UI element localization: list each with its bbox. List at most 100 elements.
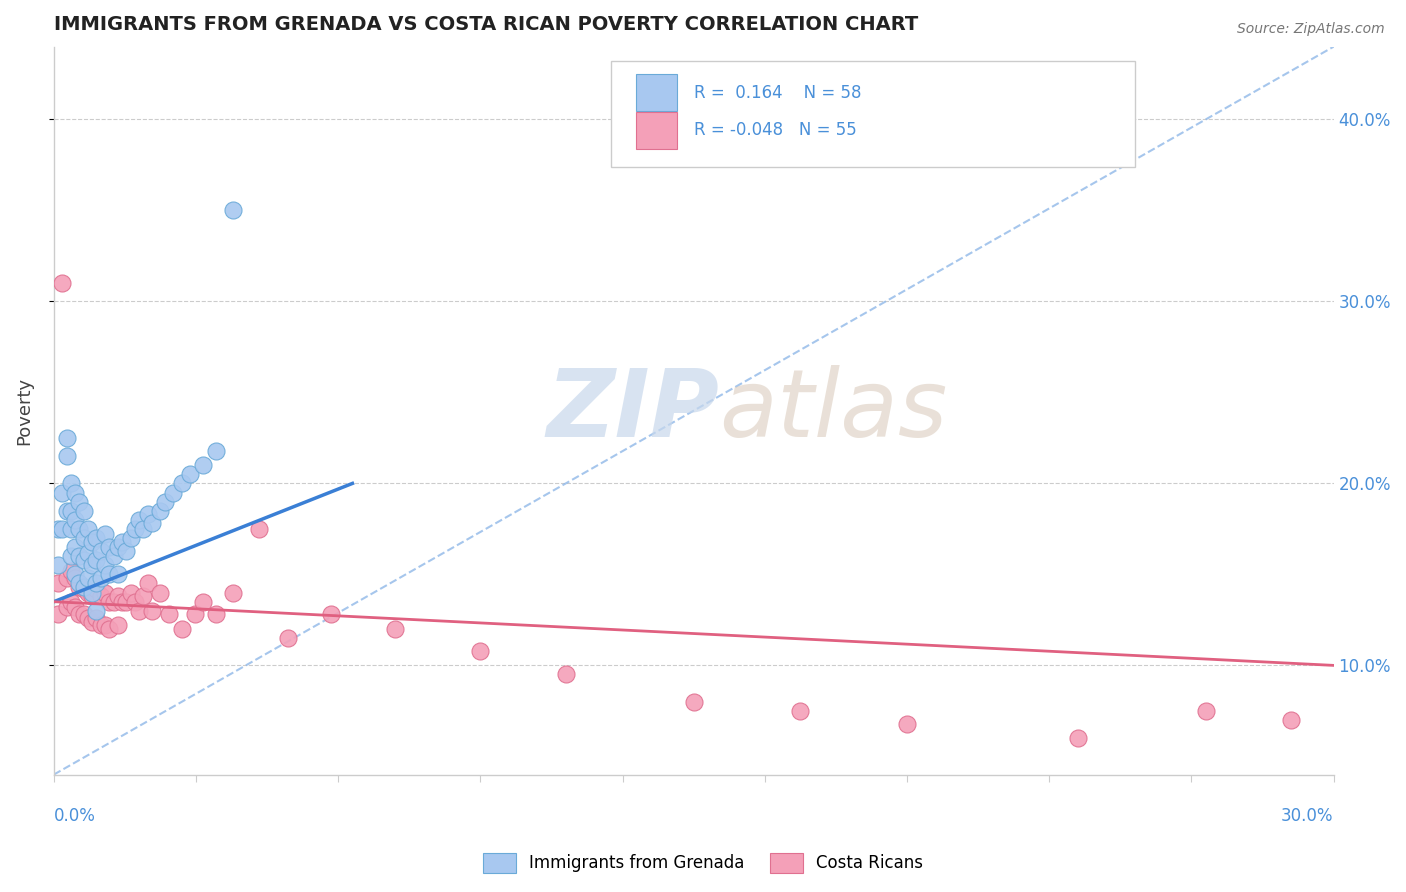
Point	[179, 467, 201, 482]
Point	[55, 504, 77, 518]
Point	[46, 522, 69, 536]
Point	[73, 607, 96, 622]
Point	[59, 595, 82, 609]
Point	[107, 618, 129, 632]
Text: R =  0.164    N = 58: R = 0.164 N = 58	[693, 84, 862, 102]
Text: ZIP: ZIP	[547, 365, 720, 457]
Point	[55, 449, 77, 463]
Point	[682, 695, 704, 709]
Point	[103, 595, 125, 609]
Bar	[636, 112, 678, 149]
Point	[67, 549, 90, 564]
Point	[90, 589, 112, 603]
Point	[247, 522, 270, 536]
Point	[98, 540, 121, 554]
Point	[86, 582, 108, 596]
Point	[94, 527, 117, 541]
Point	[222, 203, 245, 218]
Bar	[636, 74, 678, 111]
Point	[63, 513, 86, 527]
Point	[73, 553, 96, 567]
Point	[90, 571, 112, 585]
Point	[149, 504, 172, 518]
Point	[82, 585, 104, 599]
Point	[59, 504, 82, 518]
Point	[63, 540, 86, 554]
Point	[128, 604, 150, 618]
Point	[470, 644, 492, 658]
Point	[86, 553, 108, 567]
Point	[77, 545, 100, 559]
Point	[1279, 713, 1302, 727]
Point	[73, 531, 96, 545]
Point	[162, 485, 184, 500]
Point	[153, 494, 176, 508]
Point	[63, 571, 86, 585]
Point	[67, 522, 90, 536]
Point	[132, 522, 155, 536]
Text: R = -0.048   N = 55: R = -0.048 N = 55	[693, 121, 856, 139]
Point	[51, 485, 73, 500]
Point	[67, 576, 90, 591]
Point	[67, 494, 90, 508]
Point	[205, 443, 228, 458]
Legend: Immigrants from Grenada, Costa Ricans: Immigrants from Grenada, Costa Ricans	[477, 847, 929, 880]
Point	[77, 571, 100, 585]
Point	[82, 558, 104, 573]
Y-axis label: Poverty: Poverty	[15, 376, 32, 445]
Point	[136, 576, 159, 591]
Point	[141, 604, 163, 618]
Point	[170, 476, 193, 491]
Point	[55, 600, 77, 615]
Point	[124, 522, 146, 536]
Point	[86, 576, 108, 591]
Point	[59, 522, 82, 536]
Point	[107, 540, 129, 554]
Point	[107, 567, 129, 582]
Point	[59, 564, 82, 578]
Point	[111, 595, 134, 609]
Point	[191, 458, 214, 473]
Point	[77, 611, 100, 625]
Point	[98, 567, 121, 582]
Point	[73, 504, 96, 518]
Point	[789, 704, 811, 718]
Point	[554, 667, 576, 681]
Point	[46, 607, 69, 622]
Point	[103, 549, 125, 564]
Point	[120, 585, 142, 599]
Point	[94, 618, 117, 632]
Text: 30.0%: 30.0%	[1281, 807, 1334, 825]
Point	[67, 607, 90, 622]
Point	[59, 476, 82, 491]
Point	[86, 611, 108, 625]
Point	[90, 618, 112, 632]
Point	[191, 595, 214, 609]
Point	[205, 607, 228, 622]
Point	[94, 558, 117, 573]
Point	[63, 485, 86, 500]
Point	[124, 595, 146, 609]
Point	[115, 543, 138, 558]
Point	[55, 571, 77, 585]
Point	[1066, 731, 1088, 746]
Point	[55, 431, 77, 445]
Point	[128, 513, 150, 527]
Point	[136, 508, 159, 522]
Point	[59, 549, 82, 564]
Point	[86, 604, 108, 618]
Point	[111, 534, 134, 549]
Text: 0.0%: 0.0%	[53, 807, 96, 825]
Point	[107, 589, 129, 603]
Point	[63, 567, 86, 582]
Text: IMMIGRANTS FROM GRENADA VS COSTA RICAN POVERTY CORRELATION CHART: IMMIGRANTS FROM GRENADA VS COSTA RICAN P…	[53, 15, 918, 34]
Point	[384, 622, 406, 636]
Point	[51, 277, 73, 291]
Point	[222, 585, 245, 599]
Point	[73, 580, 96, 594]
Point	[183, 607, 205, 622]
Point	[277, 631, 299, 645]
Point	[115, 595, 138, 609]
Point	[82, 534, 104, 549]
Point	[86, 531, 108, 545]
